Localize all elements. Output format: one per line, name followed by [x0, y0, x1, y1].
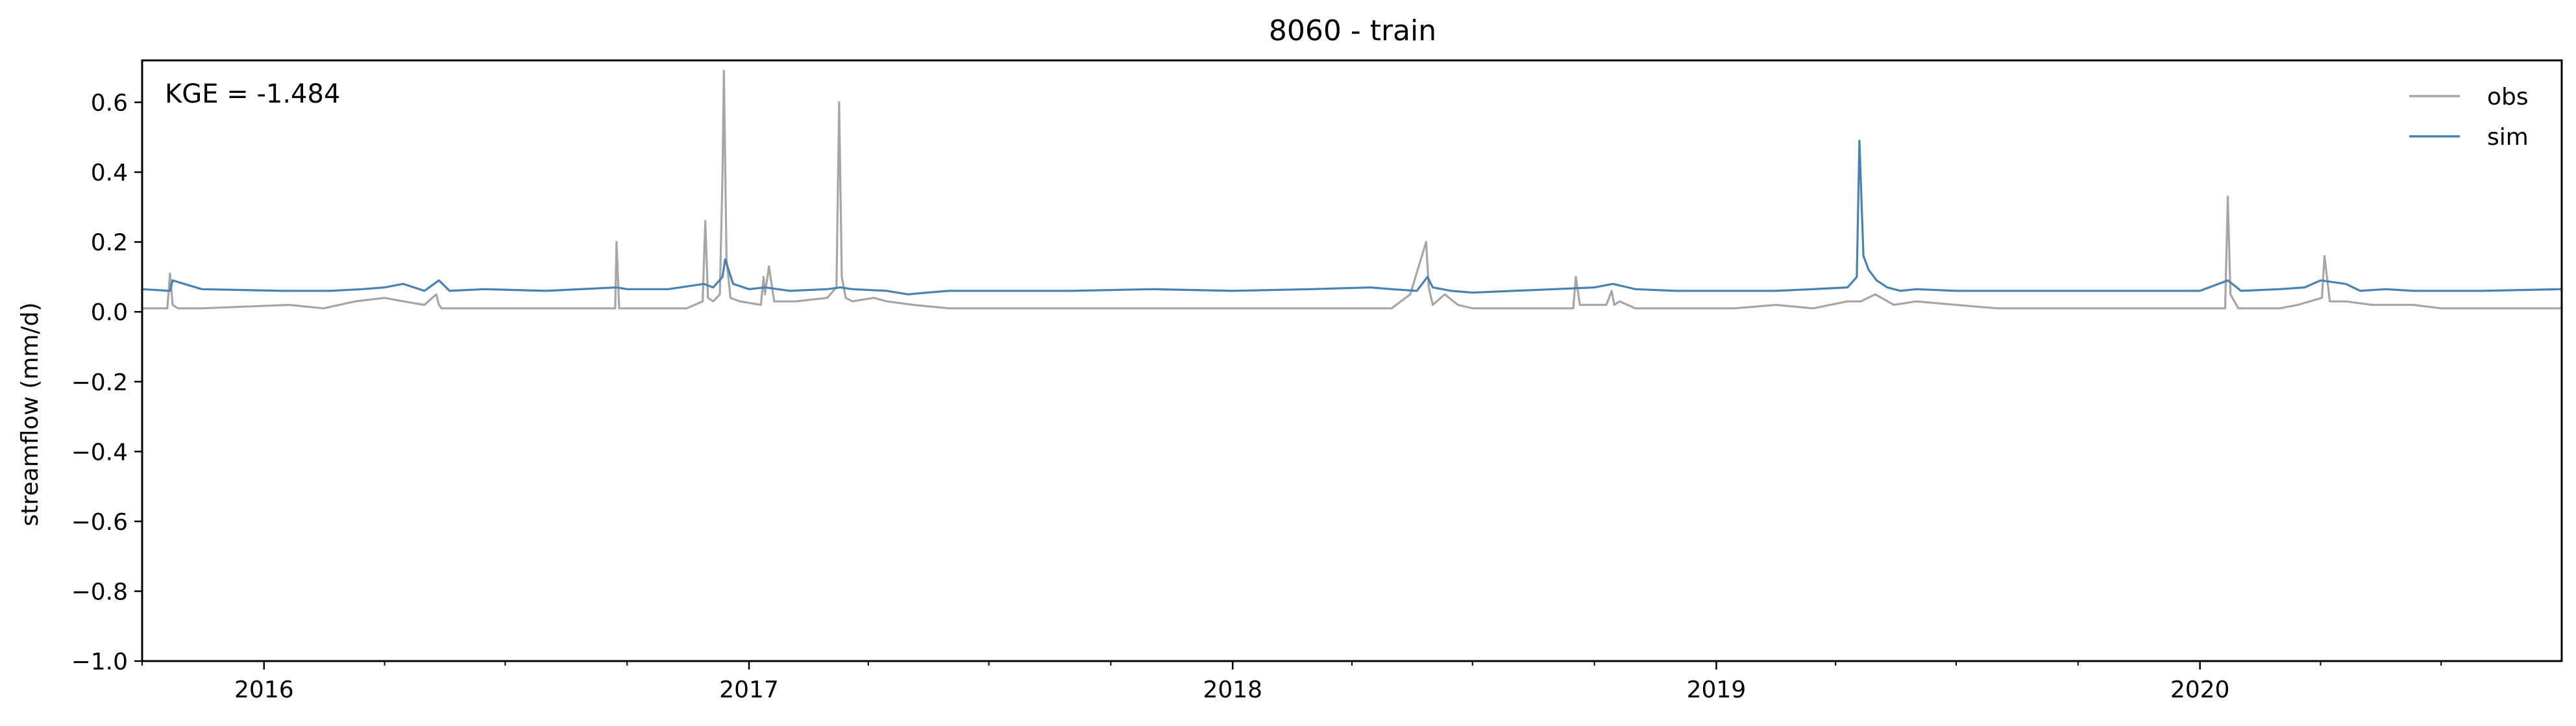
series-line-obs — [142, 69, 2562, 310]
x-tick-label: 2016 — [234, 677, 294, 703]
y-tick-label: −0.2 — [71, 369, 128, 396]
y-axis-label: streamflow (mm/d) — [17, 303, 43, 527]
y-tick-label: 0.4 — [91, 160, 128, 186]
plot-area: −1.0−0.8−0.6−0.4−0.20.00.20.40.6 2016 201… — [71, 59, 2563, 703]
x-tick-label: 2017 — [719, 677, 779, 703]
y-tick-label: −0.4 — [71, 439, 128, 466]
x-axis: 2016 2017 2018 2019 2020 — [141, 661, 2442, 703]
legend-label-sim: sim — [2487, 124, 2529, 151]
series-layer — [141, 69, 2562, 310]
plot-frame — [141, 59, 2563, 662]
y-tick-label: 0.2 — [91, 230, 128, 257]
y-tick-label: 0.0 — [91, 299, 128, 326]
legend: obs sim — [2409, 84, 2529, 151]
y-tick-label: −0.6 — [71, 509, 128, 536]
y-tick-label: 0.6 — [91, 90, 128, 117]
x-tick-label: 2018 — [1203, 677, 1262, 703]
y-tick-label: −0.8 — [71, 579, 128, 605]
chart-title: 8060 - train — [1269, 14, 1436, 47]
y-axis: −1.0 −0.8 −0.6 −0.4 −0.2 0.0 0.2 0.4 0.6 — [71, 90, 142, 675]
kge-annotation: KGE = -1.484 — [165, 79, 340, 109]
y-tick-label: −1.0 — [71, 649, 128, 675]
legend-label-obs: obs — [2487, 84, 2529, 110]
series-line-sim — [141, 140, 2562, 295]
x-tick-label: 2020 — [2170, 677, 2230, 703]
x-tick-label: 2019 — [1687, 677, 1747, 703]
